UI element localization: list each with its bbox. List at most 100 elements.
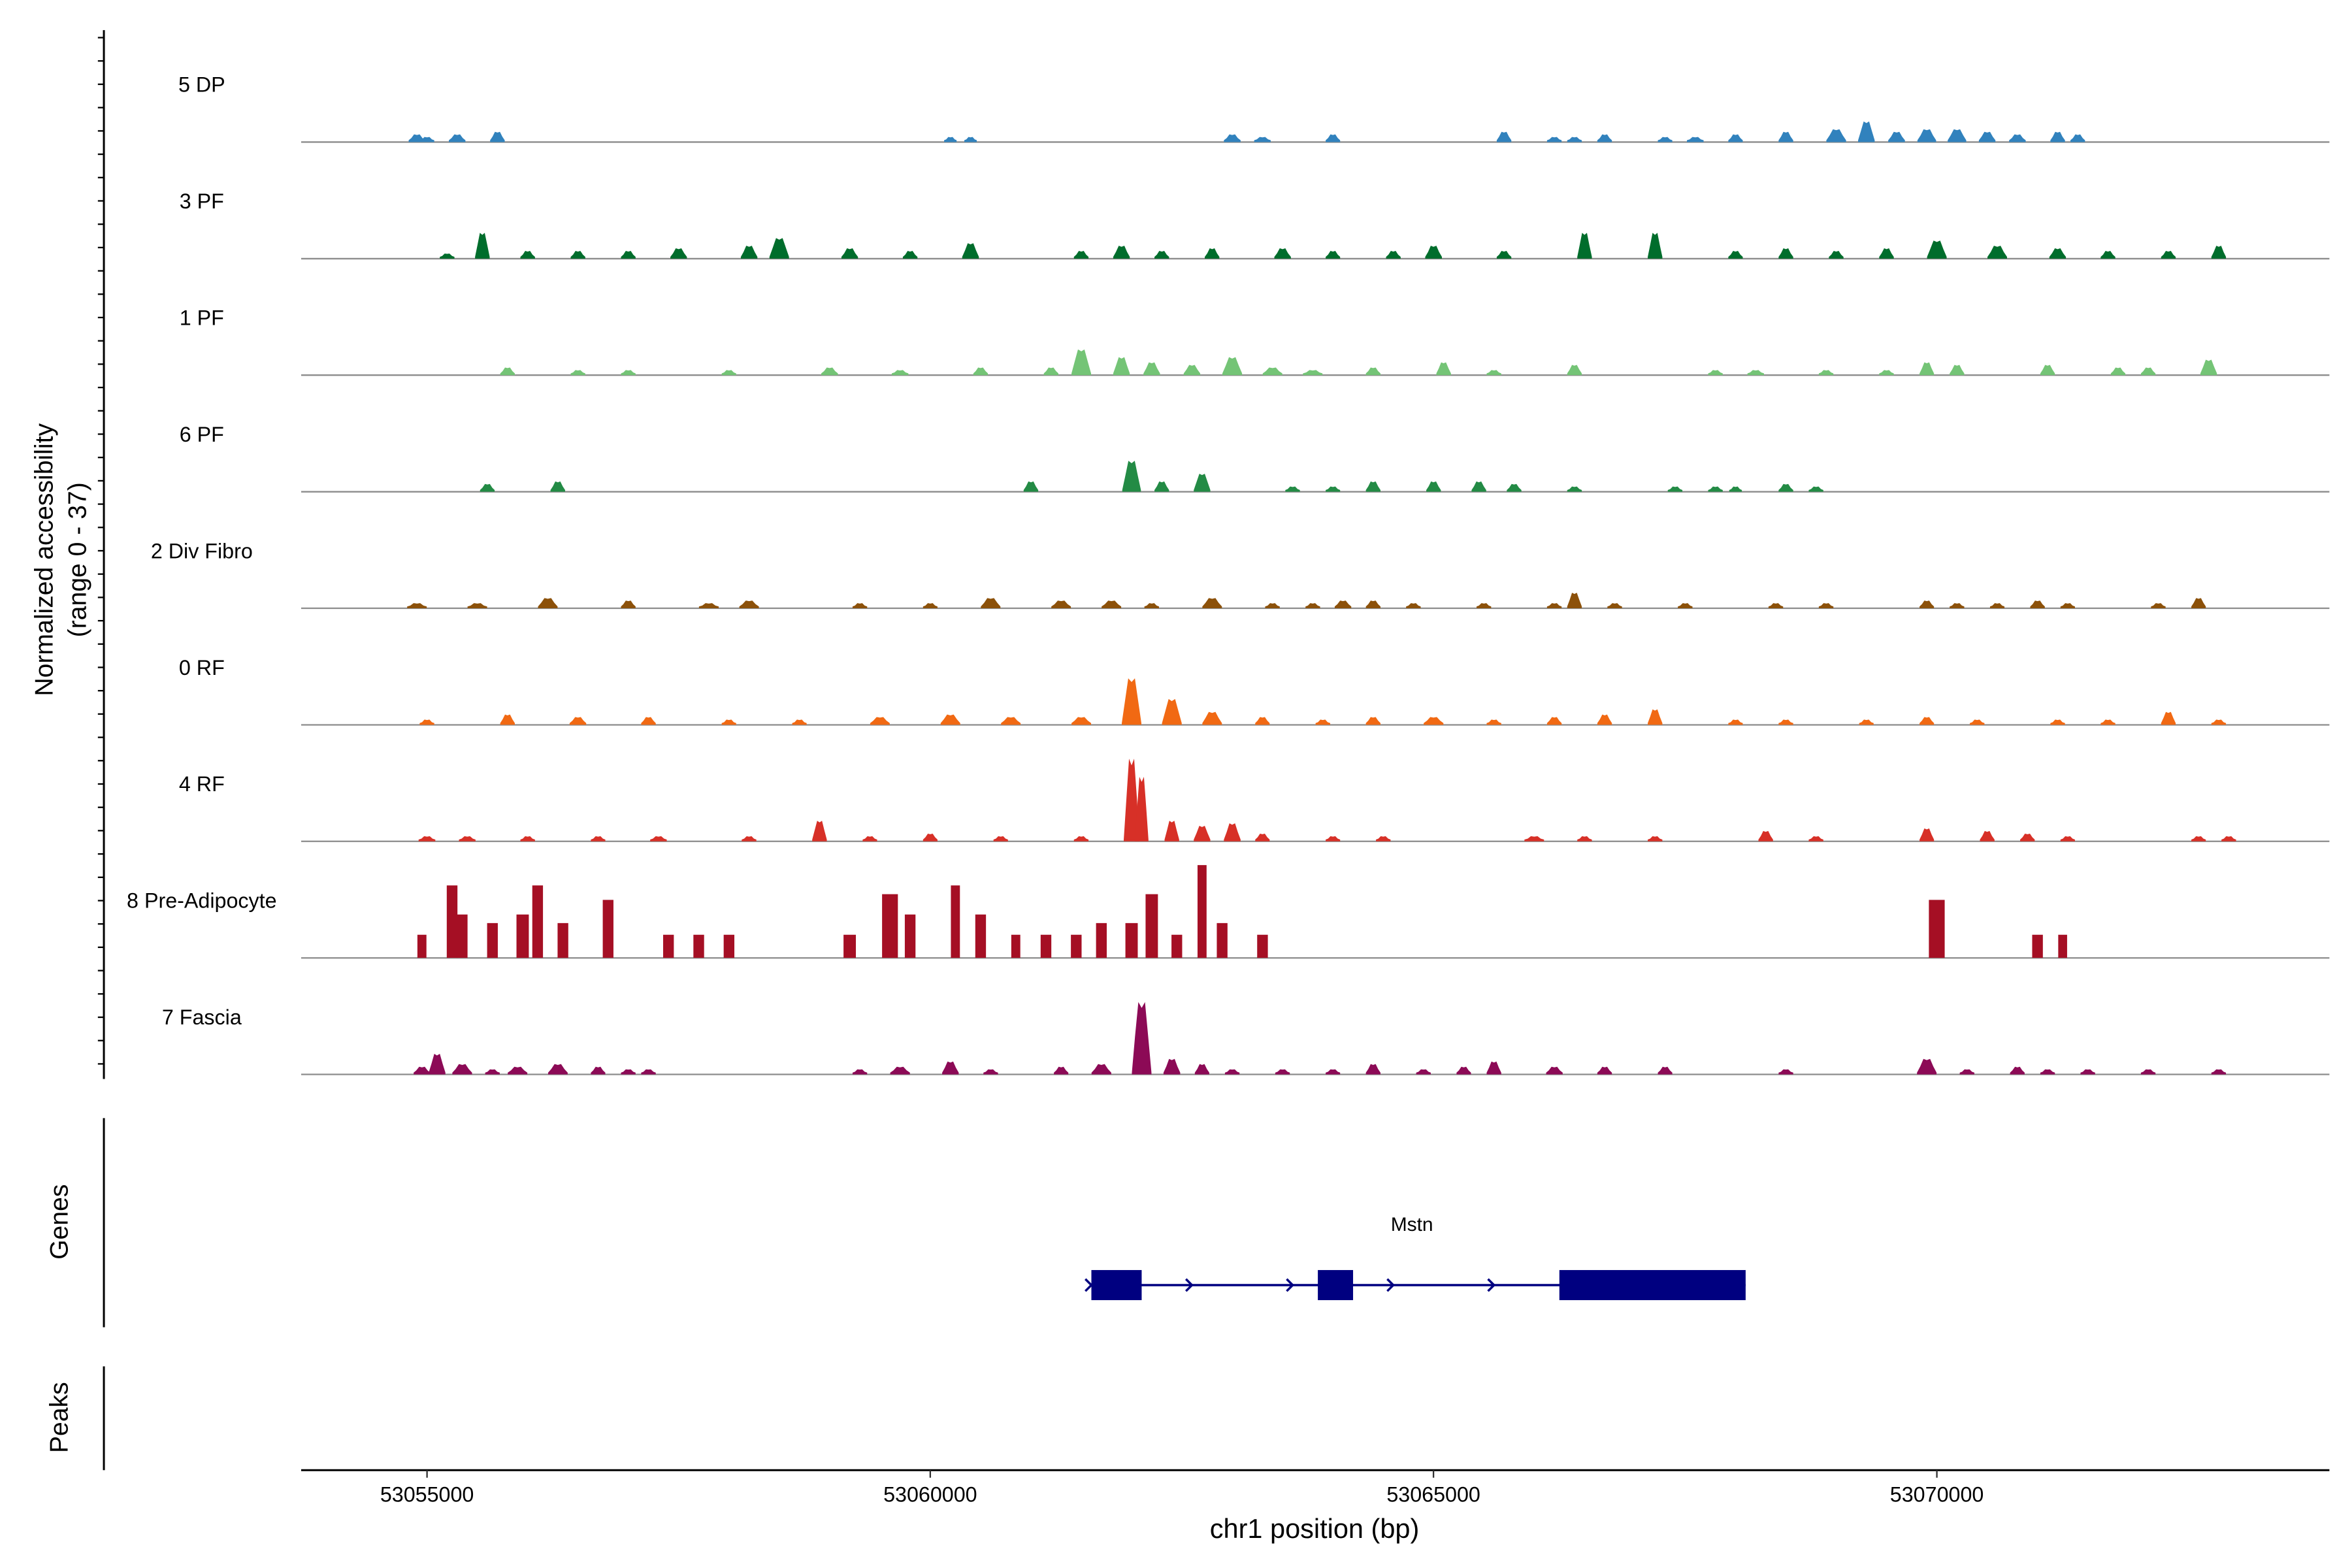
coverage-peak: [487, 923, 498, 958]
coverage-peak: [1162, 698, 1182, 725]
coverage-peak: [1426, 481, 1441, 492]
coverage-peak: [2211, 246, 2227, 259]
coverage-peak: [1265, 603, 1280, 609]
coverage-peak: [862, 836, 877, 841]
coverage-peak: [923, 834, 938, 841]
coverage-peak: [1959, 1069, 1974, 1075]
coverage-peak: [1171, 934, 1183, 958]
coverage-peak: [2191, 598, 2206, 609]
coverage-peak: [1365, 717, 1380, 725]
coverage-peak: [983, 1069, 998, 1075]
coverage-peak: [467, 603, 487, 609]
coverage-peak: [1456, 1066, 1471, 1075]
coverage-peak: [1255, 834, 1270, 841]
strand-arrow-icon: [1184, 1278, 1194, 1292]
coverage-peak: [1567, 486, 1582, 492]
track-5-dp: 5 DP: [178, 73, 2330, 143]
coverage-peak: [1113, 246, 1130, 259]
coverage-peak: [621, 1069, 636, 1075]
coverage-peak: [1217, 923, 1228, 958]
coverage-peak: [1577, 836, 1592, 841]
coverage-peak: [1567, 137, 1582, 142]
coverage-peak: [1648, 233, 1663, 259]
coverage-peak: [1164, 821, 1179, 841]
coverage-peak: [1758, 830, 1773, 841]
coverage-peak: [1091, 1064, 1111, 1075]
coverage-peak: [962, 243, 979, 259]
coverage-peak: [1416, 1069, 1431, 1075]
x-axis-title: chr1 position (bp): [1210, 1513, 1419, 1544]
coverage-peak: [570, 250, 585, 259]
gene-exon: [1559, 1269, 1746, 1301]
coverage-peak: [942, 1061, 959, 1075]
coverage-peak: [1486, 1061, 1501, 1075]
coverage-peak: [532, 885, 544, 958]
coverage-peak: [1275, 1069, 1290, 1075]
coverage-peak: [1858, 121, 1875, 142]
coverage-peak: [641, 1069, 656, 1075]
coverage-peak: [1826, 129, 1846, 142]
coverage-peak: [2161, 250, 2176, 259]
coverage-peak: [1728, 719, 1743, 725]
x-tick-label: 53060000: [883, 1483, 977, 1507]
coverage-peak: [1818, 603, 1834, 609]
coverage-peak: [1011, 934, 1021, 958]
coverage-peak: [569, 717, 587, 725]
coverage-peak: [1597, 134, 1612, 142]
coverage-peak: [1879, 370, 1894, 376]
coverage-y-ticks: [97, 37, 105, 1065]
coverage-peak: [1919, 717, 1935, 725]
coverage-peak: [1365, 367, 1380, 376]
coverage-peak: [1778, 1069, 1793, 1075]
coverage-peak: [973, 367, 988, 376]
coverage-peak: [1043, 367, 1058, 376]
coverage-peak: [459, 836, 476, 841]
coverage-peak: [591, 1066, 606, 1075]
coverage-peak: [1054, 1066, 1069, 1075]
coverage-peak: [1477, 603, 1492, 609]
coverage-peak: [1305, 603, 1320, 609]
coverage-peak: [2200, 359, 2217, 376]
strand-arrow-icon: [1487, 1278, 1496, 1292]
coverage-peak: [1546, 717, 1562, 725]
coverage-peak: [1708, 370, 1723, 376]
coverage-peak: [663, 934, 674, 958]
track-label: 3 PF: [180, 189, 224, 213]
coverage-peak: [843, 934, 857, 958]
coverage-peak: [419, 719, 434, 725]
coverage-peak: [2050, 719, 2065, 725]
coverage-peak: [993, 836, 1008, 841]
coverage-peak: [508, 1066, 528, 1075]
track-label: 7 Fascia: [162, 1005, 242, 1029]
coverage-peak: [2060, 603, 2075, 609]
y-axis-title-line1: Normalized accessibility: [31, 423, 59, 696]
track-6-pf: 6 PF: [180, 423, 2330, 493]
coverage-peak: [1071, 934, 1082, 958]
coverage-peak: [2020, 834, 2035, 841]
coverage-peak: [1326, 836, 1341, 841]
coverage-peak: [550, 481, 565, 492]
coverage-peak: [1567, 365, 1582, 376]
coverage-peak: [1154, 481, 1169, 492]
coverage-peak: [1577, 233, 1592, 259]
coverage-peak: [2030, 600, 2045, 609]
coverage-peak: [1607, 603, 1622, 609]
coverage-peak: [1929, 900, 1945, 958]
coverage-peak: [852, 603, 868, 609]
coverage-peak: [1262, 367, 1282, 376]
coverage-peak: [449, 134, 466, 142]
coverage-peak: [1667, 486, 1683, 492]
coverage-peak: [452, 1064, 472, 1075]
strand-arrow-icon: [1386, 1278, 1396, 1292]
coverage-peak: [2040, 1069, 2055, 1075]
coverage-peak: [891, 370, 909, 376]
coverage-peak: [1919, 828, 1935, 841]
coverage-peak: [1728, 134, 1743, 142]
coverage-peak: [621, 370, 636, 376]
coverage-peak: [2049, 248, 2066, 259]
coverage-peak: [1224, 823, 1241, 841]
coverage-peak: [1808, 836, 1823, 841]
coverage-peak: [2060, 836, 2075, 841]
coverage-peak: [923, 603, 938, 609]
coverage-peak: [520, 250, 535, 259]
